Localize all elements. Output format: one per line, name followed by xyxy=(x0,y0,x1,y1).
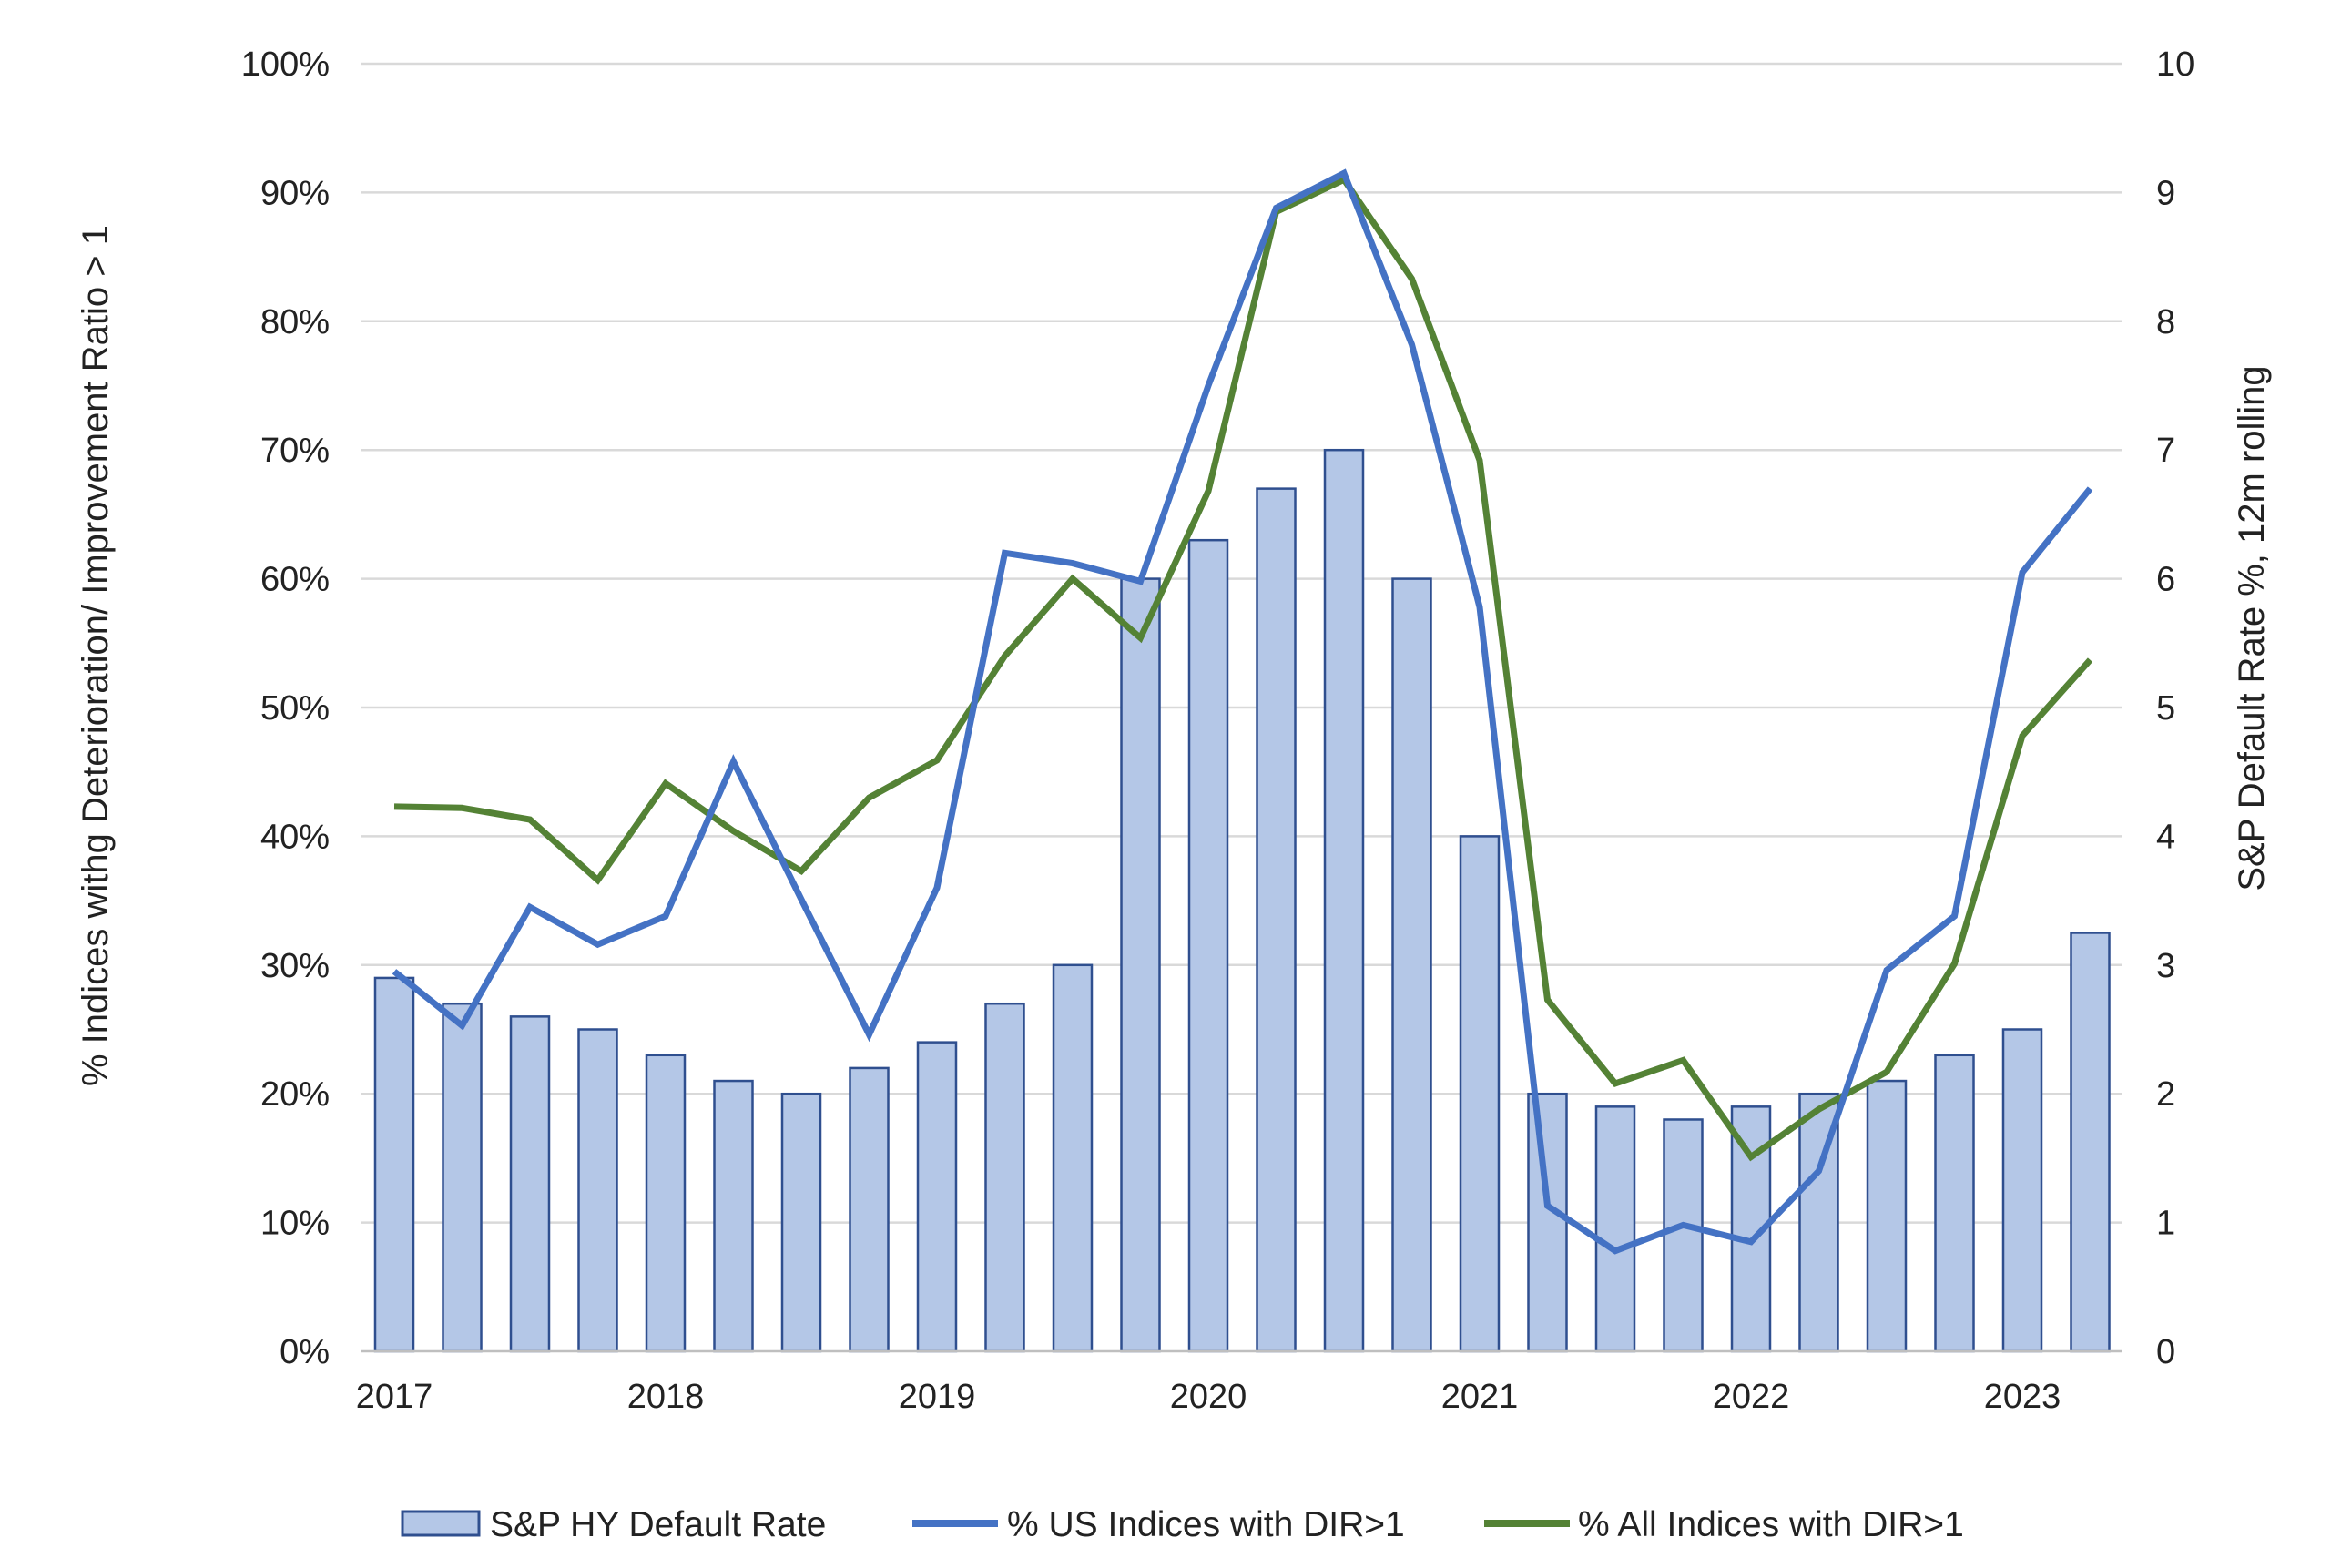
bar-2017-Q2 xyxy=(442,1002,483,1353)
left-tick-label: 10% xyxy=(260,1205,330,1243)
bar-2019-Q2 xyxy=(984,1002,1025,1353)
bar-2020-Q2 xyxy=(1256,487,1297,1353)
right-axis-title: S&P Default Rate %, 12m rolling xyxy=(2232,365,2272,891)
bar-2022-Q4 xyxy=(1934,1054,1975,1353)
legend-swatch-default-rate xyxy=(401,1510,481,1537)
right-tick-label: 7 xyxy=(2156,432,2175,470)
right-tick-label: 3 xyxy=(2156,947,2175,985)
left-tick-label: 0% xyxy=(280,1333,330,1371)
bar-2018-Q4 xyxy=(849,1066,890,1353)
bar-2021-Q2 xyxy=(1527,1092,1568,1353)
x-tick-label: 2018 xyxy=(627,1378,705,1416)
x-tick-label: 2021 xyxy=(1441,1378,1519,1416)
left-tick-label: 60% xyxy=(260,561,330,599)
x-tick-label: 2020 xyxy=(1170,1378,1247,1416)
legend-label-all-indices: % All Indices with DIR>1 xyxy=(1578,1505,1964,1544)
legend: S&P HY Default Rate % US Indices with DI… xyxy=(401,1505,1964,1544)
x-tick-label: 2022 xyxy=(1713,1378,1790,1416)
bar-2021-Q1 xyxy=(1459,835,1501,1353)
x-tick-label: 2023 xyxy=(1984,1378,2061,1416)
left-tick-label: 40% xyxy=(260,818,330,856)
bar-2021-Q4 xyxy=(1663,1118,1704,1353)
bar-2021-Q3 xyxy=(1594,1105,1636,1353)
right-tick-label: 0 xyxy=(2156,1333,2175,1371)
bar-2018-Q3 xyxy=(780,1092,822,1353)
bar-2023-Q1 xyxy=(2001,1028,2043,1353)
right-tick-label: 10 xyxy=(2156,46,2194,84)
bar-2022-Q3 xyxy=(1866,1079,1908,1353)
legend-label-default-rate: S&P HY Default Rate xyxy=(490,1505,826,1544)
right-axis-ticks: 0 1 2 3 4 5 6 7 8 9 10 xyxy=(2156,46,2194,1371)
left-tick-label: 70% xyxy=(260,432,330,470)
bar-series-default-rate xyxy=(373,448,2111,1353)
left-tick-label: 90% xyxy=(260,174,330,212)
line-series xyxy=(392,168,2093,1255)
right-tick-label: 8 xyxy=(2156,303,2175,341)
line--all-indices-with-dir-1 xyxy=(393,175,2093,1162)
bar-2019-Q3 xyxy=(1052,963,1094,1353)
bar-2018-Q1 xyxy=(645,1054,687,1353)
bar-2017-Q3 xyxy=(509,1015,551,1353)
bar-2019-Q1 xyxy=(916,1041,958,1353)
right-tick-label: 4 xyxy=(2156,818,2175,856)
left-tick-label: 30% xyxy=(260,947,330,985)
right-tick-label: 6 xyxy=(2156,561,2175,599)
left-axis-title: % Indices withg Deterioration/ Improveme… xyxy=(76,225,116,1086)
x-axis-ticks: 2017 2018 2019 2020 2021 2022 2023 xyxy=(356,1378,2061,1416)
right-tick-label: 1 xyxy=(2156,1205,2175,1243)
left-tick-label: 50% xyxy=(260,689,330,728)
left-tick-label: 20% xyxy=(260,1075,330,1114)
line--us-indices-with-dir-1 xyxy=(392,168,2093,1255)
bar-2023-Q2 xyxy=(2070,932,2111,1353)
right-tick-label: 5 xyxy=(2156,689,2175,728)
x-tick-label: 2019 xyxy=(899,1378,976,1416)
right-tick-label: 2 xyxy=(2156,1075,2175,1114)
bar-2017-Q1 xyxy=(373,976,415,1353)
bar-2020-Q1 xyxy=(1187,538,1229,1353)
left-axis-ticks: 0% 10% 20% 30% 40% 50% 60% 70% 80% 90% 100% xyxy=(241,46,330,1371)
legend-label-us-indices: % US Indices with DIR>1 xyxy=(1007,1505,1405,1544)
bar-2018-Q2 xyxy=(713,1079,754,1353)
bar-2020-Q4 xyxy=(1391,577,1432,1353)
left-tick-label: 80% xyxy=(260,303,330,341)
bar-2020-Q3 xyxy=(1323,448,1365,1353)
right-tick-label: 9 xyxy=(2156,174,2175,212)
x-tick-label: 2017 xyxy=(356,1378,433,1416)
bar-2019-Q4 xyxy=(1120,577,1161,1353)
left-tick-label: 100% xyxy=(241,46,330,84)
bar-2017-Q4 xyxy=(577,1028,618,1353)
